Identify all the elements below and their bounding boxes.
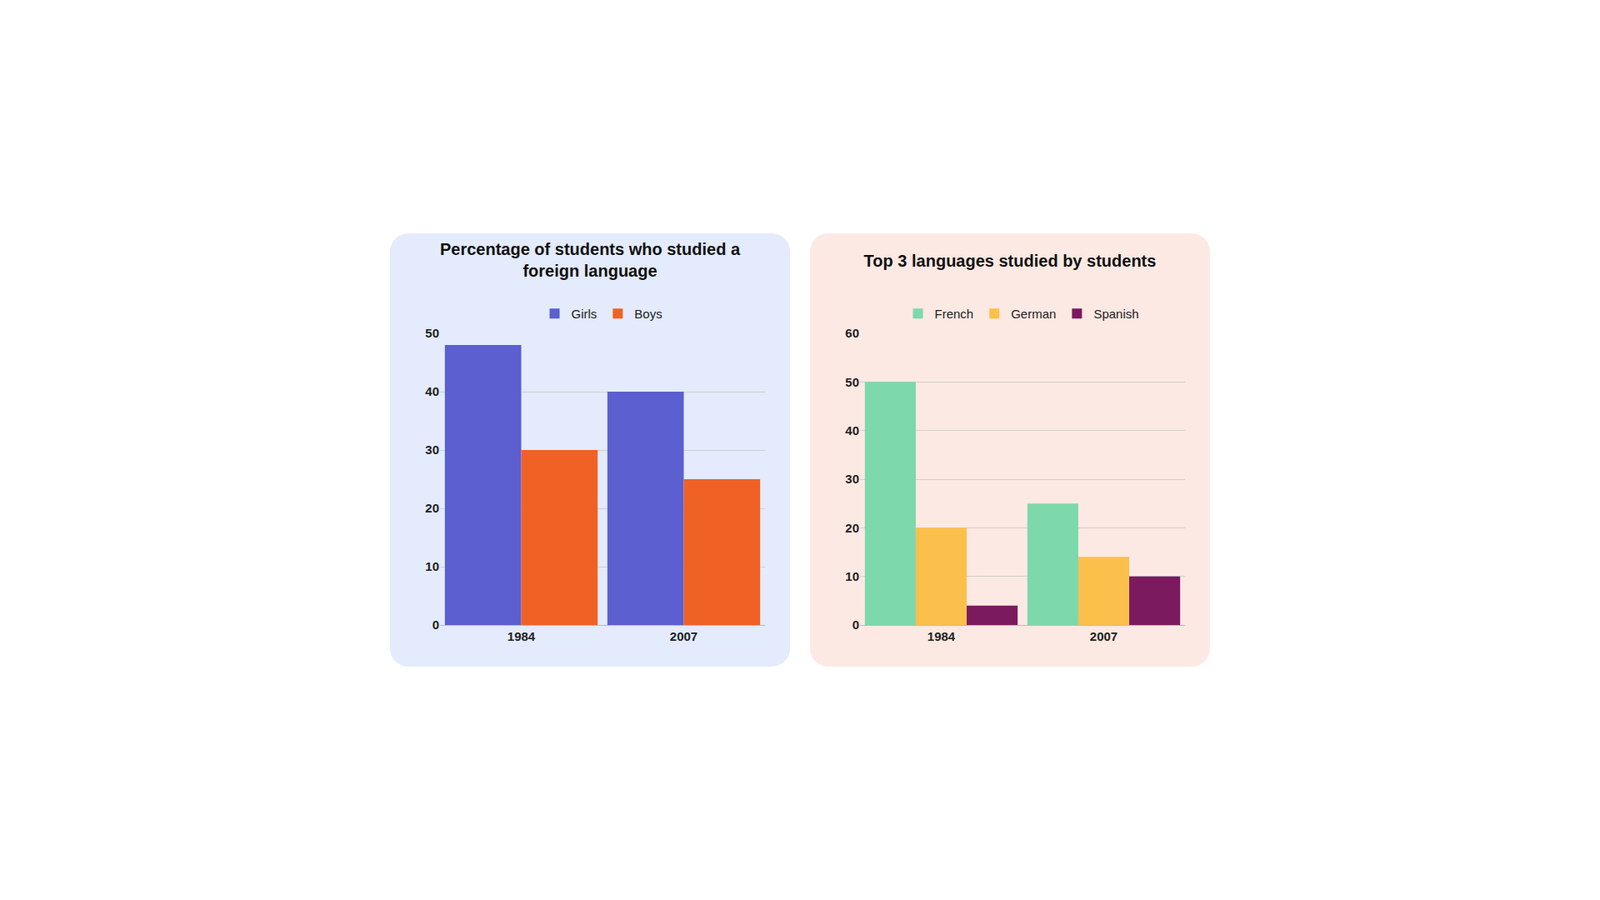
svg-text:40: 40 [845, 423, 860, 438]
svg-text:Spanish: Spanish [1093, 306, 1139, 321]
svg-text:50: 50 [845, 375, 860, 390]
svg-text:Girls: Girls [571, 306, 598, 321]
svg-text:30: 30 [845, 471, 860, 486]
svg-text:60: 60 [845, 325, 860, 340]
svg-text:50: 50 [425, 325, 440, 340]
svg-text:20: 20 [845, 520, 860, 535]
svg-text:German: German [1010, 306, 1056, 321]
svg-text:0: 0 [432, 617, 440, 632]
svg-text:Percentage of students who stu: Percentage of students who studied afore… [440, 240, 741, 280]
svg-text:10: 10 [845, 569, 860, 584]
svg-text:French: French [935, 306, 975, 321]
svg-text:1984: 1984 [927, 629, 956, 644]
svg-text:0: 0 [852, 617, 860, 632]
svg-text:Top 3 languages studied by stu: Top 3 languages studied by students [864, 251, 1157, 270]
svg-text:Boys: Boys [634, 306, 662, 321]
svg-text:10: 10 [425, 559, 440, 574]
svg-text:30: 30 [425, 442, 440, 457]
svg-text:40: 40 [425, 384, 440, 399]
svg-text:2007: 2007 [1090, 629, 1118, 644]
svg-text:20: 20 [425, 500, 440, 515]
svg-text:1984: 1984 [507, 629, 536, 644]
svg-text:2007: 2007 [670, 629, 698, 644]
